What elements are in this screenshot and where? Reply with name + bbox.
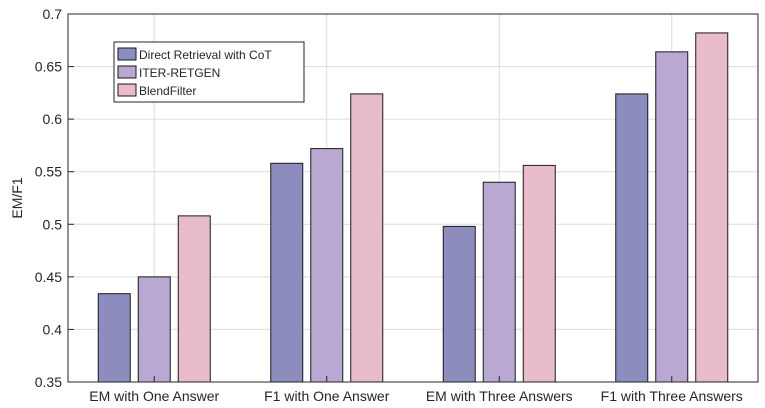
y-tick-label: 0.35 bbox=[35, 374, 62, 390]
bar bbox=[482, 181, 516, 383]
bar bbox=[270, 162, 304, 383]
bar bbox=[177, 215, 211, 383]
legend-label: ITER-RETGEN bbox=[139, 66, 220, 80]
bar bbox=[522, 164, 556, 383]
y-axis-label: EM/F1 bbox=[9, 177, 25, 218]
legend-swatch bbox=[117, 65, 137, 79]
x-tick-label: EM with Three Answers bbox=[426, 388, 573, 404]
x-tick-label: F1 with One Answer bbox=[264, 388, 390, 404]
x-tick-label: EM with One Answer bbox=[89, 388, 219, 404]
bars bbox=[97, 32, 729, 383]
bar bbox=[350, 93, 384, 383]
bar bbox=[442, 225, 476, 383]
bar bbox=[655, 51, 689, 383]
legend-label: Direct Retrieval with CoT bbox=[139, 48, 272, 62]
y-tick-label: 0.5 bbox=[43, 216, 63, 232]
bar bbox=[97, 293, 131, 383]
legend-swatch bbox=[117, 47, 137, 61]
legend-box bbox=[113, 41, 305, 103]
bar bbox=[137, 276, 171, 383]
y-tick-label: 0.45 bbox=[35, 269, 62, 285]
y-tick-label: 0.4 bbox=[43, 321, 63, 337]
y-tick-label: 0.6 bbox=[43, 111, 63, 127]
bar bbox=[310, 148, 344, 383]
x-axis: EM with One Answer F1 with One Answer EM w… bbox=[89, 376, 743, 404]
plot-frame bbox=[67, 13, 759, 383]
legend-swatch bbox=[117, 83, 137, 97]
legend-label: BlendFilter bbox=[139, 84, 196, 98]
legend: Direct Retrieval with CoT ITER-RETGEN Blen… bbox=[113, 41, 305, 103]
y-tick-label: 0.65 bbox=[35, 59, 62, 75]
y-tick-label: 0.7 bbox=[43, 6, 63, 22]
x-tick-label: F1 with Three Answers bbox=[601, 388, 743, 404]
bar bbox=[615, 93, 649, 383]
y-tick-label: 0.55 bbox=[35, 164, 62, 180]
y-axis: 0.35 0.4 0.45 0.5 0.55 0.6 0.65 0.7 bbox=[35, 6, 74, 390]
bar bbox=[695, 32, 729, 383]
